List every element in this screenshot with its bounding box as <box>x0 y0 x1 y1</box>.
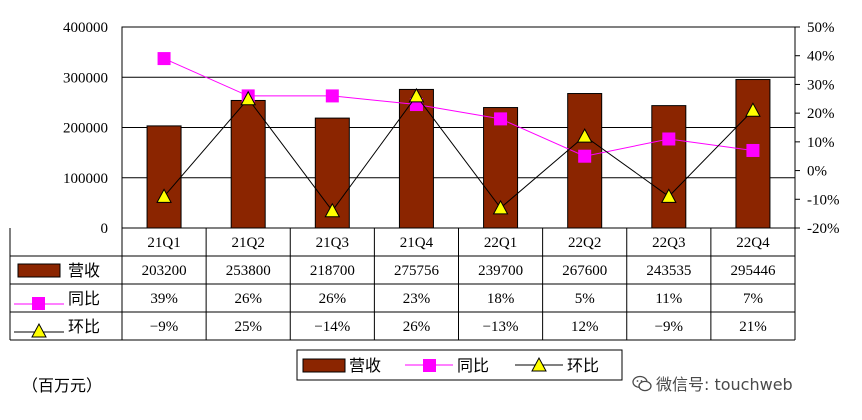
marker-qoq-22Q3 <box>660 188 677 203</box>
marker-yoy-22Q4 <box>746 143 760 157</box>
category-label-22Q1: 22Q1 <box>484 235 517 251</box>
bar-revenue-21Q4 <box>398 88 434 229</box>
table-key-triangle <box>31 322 47 338</box>
table-row-label: 营收 <box>68 261 100 280</box>
marker-yoy-22Q2 <box>578 149 592 163</box>
table-cell: 18% <box>487 291 515 307</box>
table-cell: 243535 <box>646 263 691 279</box>
bar-revenue-21Q1 <box>146 125 182 229</box>
left-axis-tick-label: 400000 <box>63 20 108 36</box>
marker-yoy-22Q1 <box>494 112 508 126</box>
table-cell: 203200 <box>142 263 187 279</box>
wechat-icon <box>632 375 652 392</box>
left-axis-tick-label: 300000 <box>63 70 108 86</box>
category-label-22Q4: 22Q4 <box>736 235 770 251</box>
legend-label-qoq: 环比 <box>567 356 599 375</box>
legend-key-revenue <box>302 358 346 373</box>
legend-box <box>296 349 623 381</box>
table-cell: 26% <box>403 319 431 335</box>
legend-label-yoy: 同比 <box>457 356 489 375</box>
right-axis-tick-label: -20% <box>807 221 840 237</box>
marker-yoy-21Q1 <box>157 52 171 66</box>
table-cell: 275756 <box>394 263 440 279</box>
left-axis-tick-label: 0 <box>101 221 109 237</box>
legend-key-yoy-marker <box>423 359 436 372</box>
table-cell: 12% <box>571 319 599 335</box>
table-cell: 5% <box>575 291 595 307</box>
table-cell: 253800 <box>226 263 271 279</box>
line-qoq <box>163 95 754 212</box>
right-axis-tick-label: 10% <box>807 135 835 151</box>
right-axis-tick-label: 40% <box>807 49 835 65</box>
right-axis-tick-label: 20% <box>807 106 835 122</box>
marker-yoy-22Q3 <box>662 132 676 146</box>
bar-revenue-21Q3 <box>314 117 350 229</box>
table-cell: −13% <box>483 319 519 335</box>
table-cell: −9% <box>150 319 178 335</box>
category-label-22Q2: 22Q2 <box>568 235 601 251</box>
marker-qoq-22Q1 <box>492 199 509 215</box>
right-axis-tick-label: 0% <box>807 164 827 180</box>
legend-label-revenue: 营收 <box>349 356 381 375</box>
marker-qoq-21Q3 <box>324 202 341 218</box>
marker-qoq-21Q2 <box>240 90 257 106</box>
unit-label: （百万元） <box>22 376 103 395</box>
category-label-21Q2: 21Q2 <box>232 235 265 251</box>
category-label-21Q1: 21Q1 <box>147 235 180 251</box>
table-cell: 21% <box>739 319 767 335</box>
table-cell: 267600 <box>562 263 607 279</box>
category-label-21Q3: 21Q3 <box>316 235 349 251</box>
table-cell: 26% <box>234 291 262 307</box>
right-axis-tick-label: 30% <box>807 77 835 93</box>
marker-qoq-21Q1 <box>156 188 172 203</box>
left-axis-tick-label: 200000 <box>63 121 108 137</box>
table-cell: 295446 <box>730 263 776 279</box>
right-axis-tick-label: -10% <box>807 192 840 208</box>
marker-qoq-22Q2 <box>576 128 593 143</box>
marker-yoy-21Q3 <box>325 89 339 103</box>
table-cell: 7% <box>743 291 763 307</box>
right-axis-tick-label: 50% <box>807 20 835 36</box>
category-label-21Q4: 21Q4 <box>400 235 434 251</box>
bar-revenue-22Q3 <box>651 105 687 229</box>
table-cell: −14% <box>314 319 350 335</box>
table-cell: 25% <box>234 319 262 335</box>
table-cell: 11% <box>655 291 682 307</box>
table-key-square <box>32 297 45 310</box>
watermark: 微信号: touchweb <box>632 371 793 395</box>
table-cell: 39% <box>150 291 178 307</box>
left-axis-tick-label: 100000 <box>63 171 108 187</box>
table-row-label: 同比 <box>68 289 100 308</box>
table-cell: 218700 <box>310 263 355 279</box>
table-row-label: 环比 <box>68 317 100 336</box>
table-cell: 23% <box>403 291 431 307</box>
bar-revenue-21Q2 <box>230 99 266 229</box>
table-cell: −9% <box>655 319 683 335</box>
line-yoy <box>163 58 754 157</box>
marker-qoq-21Q4 <box>408 87 425 103</box>
table-cell: 239700 <box>478 263 523 279</box>
category-label-22Q3: 22Q3 <box>652 235 685 251</box>
table-cell: 26% <box>319 291 347 307</box>
watermark-text: 微信号: touchweb <box>656 375 793 394</box>
marker-qoq-22Q4 <box>745 102 761 117</box>
table-key-revenue <box>17 263 61 278</box>
legend-key-qoq-marker <box>531 356 547 372</box>
